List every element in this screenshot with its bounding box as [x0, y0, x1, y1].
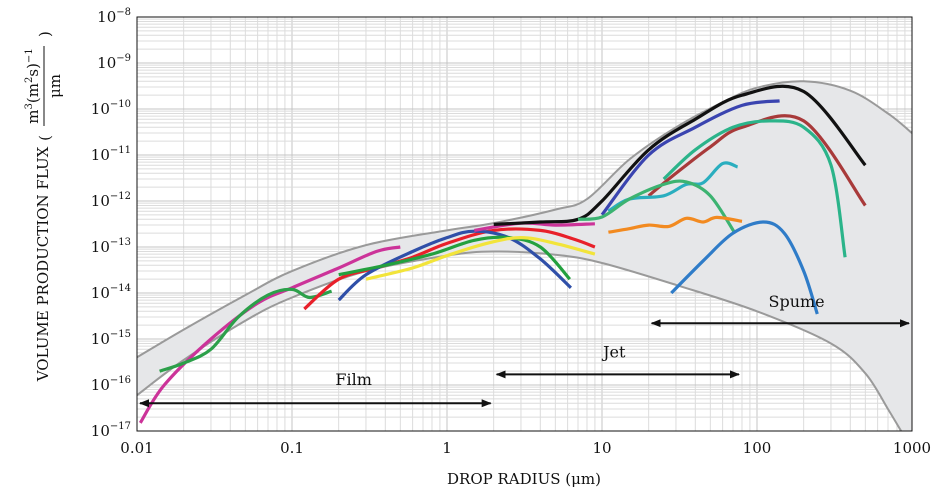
series-line-8: [493, 84, 867, 226]
x-tick-label: 1000: [893, 439, 931, 457]
x-axis-title: DROP RADIUS (μm): [447, 470, 601, 488]
x-tick-label: 100: [743, 439, 772, 457]
envelope-upper-line: [137, 80, 912, 359]
series-line-1: [138, 245, 401, 424]
series-line-10: [647, 114, 867, 207]
y-tick-label: 10−16: [91, 375, 131, 394]
x-tick-label: 0.1: [280, 439, 304, 457]
unit-paren-right: ): [36, 31, 54, 37]
series-line-2: [159, 287, 333, 373]
series-group: [138, 84, 867, 424]
grid: [137, 17, 912, 431]
unit-numerator: m3(m2s)−1: [24, 48, 42, 123]
series-line-4: [337, 229, 572, 302]
plot-frame: [136, 16, 913, 432]
series-line-14: [608, 215, 743, 234]
series-line-15: [670, 220, 819, 315]
y-axis-title: VOLUME PRODUCTION FLUX ( m3(m2s)−1 μm ): [24, 31, 64, 382]
y-tick-labels: 10−8 10−9 10−10 10−11 10−12 10−13 10−14 10−15 10…: [91, 7, 131, 440]
unit-denominator: μm: [46, 74, 64, 98]
y-tick-label: 10−14: [91, 283, 131, 302]
y-tick-label: 10−17: [91, 421, 131, 440]
y-tick-label: 10−9: [97, 53, 131, 72]
y-axis-title-text: VOLUME PRODUCTION FLUX: [34, 146, 52, 382]
series-line-9: [600, 99, 780, 216]
series-line-13: [577, 179, 737, 235]
x-tick-label: 10: [592, 439, 611, 457]
y-axis-unit: ( m3(m2s)−1 μm ): [24, 31, 64, 141]
y-tick-label: 10−15: [91, 329, 131, 348]
y-tick-label: 10−13: [91, 237, 131, 256]
range-label-film: Film: [335, 370, 372, 389]
range-label-spume: Spume: [768, 292, 824, 311]
series-line-7: [474, 221, 595, 232]
series-line-11: [662, 119, 847, 258]
y-tick-label: 10−11: [91, 145, 131, 164]
y-tick-label: 10−12: [91, 191, 131, 210]
series-line-3: [303, 227, 596, 311]
envelope-lower-line: [137, 250, 902, 431]
x-tick-labels: 0.01 0.1 1 10 100 1000: [120, 439, 931, 457]
range-label-jet: Jet: [601, 342, 626, 361]
y-tick-label: 10−8: [97, 7, 131, 26]
series-line-5: [338, 235, 572, 281]
x-tick-label: 0.01: [120, 439, 153, 457]
annotations-group: Film Jet Spume: [139, 292, 910, 408]
x-tick-label: 1: [442, 439, 452, 457]
y-tick-label: 10−10: [91, 99, 131, 118]
unit-paren-left: (: [36, 135, 54, 141]
series-line-6: [365, 236, 596, 281]
